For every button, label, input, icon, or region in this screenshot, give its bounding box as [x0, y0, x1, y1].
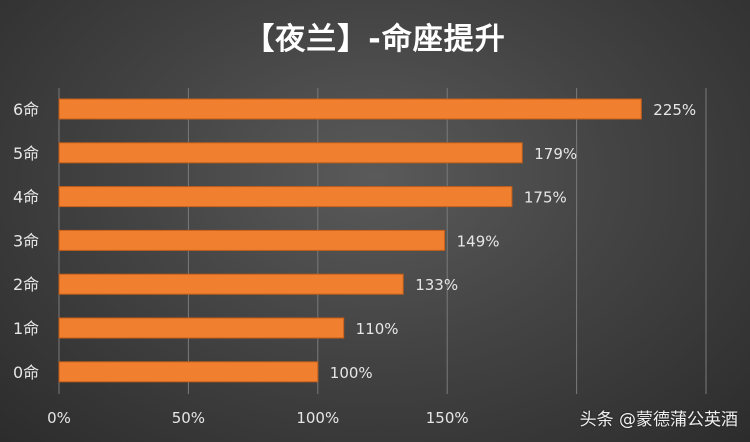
y-tick-label: 6命 — [13, 100, 39, 119]
bar — [58, 229, 446, 251]
y-tick-label: 3命 — [13, 231, 39, 250]
bar — [58, 98, 642, 120]
bar — [58, 273, 404, 295]
data-label: 100% — [330, 364, 373, 382]
data-label: 133% — [415, 276, 458, 294]
y-tick-label: 4命 — [13, 188, 39, 207]
watermark: 头条 @蒙德蒲公英酒 — [579, 410, 738, 430]
y-tick-label: 0命 — [13, 363, 39, 382]
y-tick-label: 2命 — [13, 275, 39, 294]
bar — [58, 142, 523, 164]
bar — [58, 361, 319, 383]
data-label: 110% — [356, 320, 399, 338]
chart-title: 【夜兰】-命座提升 — [244, 22, 506, 57]
data-label: 225% — [653, 101, 696, 119]
x-tick-label: 50% — [172, 409, 205, 427]
data-label: 175% — [524, 189, 567, 207]
data-label: 149% — [457, 232, 500, 250]
x-tick-label: 150% — [426, 409, 469, 427]
data-label: 179% — [534, 145, 577, 163]
x-tick-label: 0% — [47, 409, 71, 427]
bar — [58, 317, 345, 339]
x-tick-label: 100% — [296, 409, 339, 427]
y-tick-label: 1命 — [13, 319, 39, 338]
y-tick-label: 5命 — [13, 144, 39, 163]
bar — [58, 186, 513, 208]
